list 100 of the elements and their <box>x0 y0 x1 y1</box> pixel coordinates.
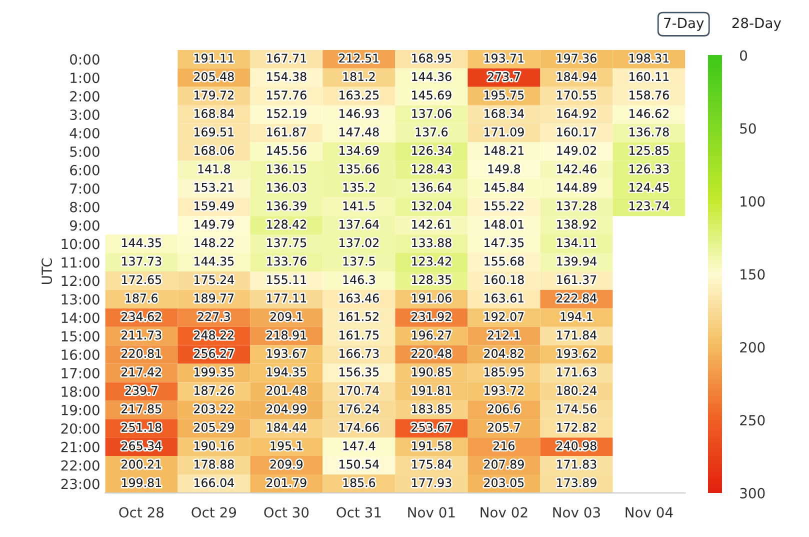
data-label: 193.62 <box>557 349 596 358</box>
data-label: 176.24 <box>340 404 379 414</box>
data-label: 218.91 <box>266 330 306 340</box>
data-label: 142.61 <box>412 220 452 229</box>
color-bar-label: 50 <box>740 123 756 134</box>
data-label: 200.21 <box>122 460 161 469</box>
data-label: 193.71 <box>484 54 524 63</box>
data-label: 137.28 <box>557 201 596 210</box>
x-tick-label: Nov 02 <box>480 507 528 518</box>
data-label: 146.93 <box>340 109 379 118</box>
color-bar-label: 100 <box>740 196 765 207</box>
data-label: 175.24 <box>194 275 234 284</box>
data-label: 209.9 <box>270 460 303 469</box>
y-tick-label: 13:00 <box>62 294 100 305</box>
data-label: 198.31 <box>630 54 669 63</box>
data-label: 149.79 <box>194 220 234 229</box>
data-label: 149.8 <box>488 164 520 174</box>
data-label: 156.35 <box>340 367 379 376</box>
y-tick-label: 7:00 <box>70 183 100 194</box>
data-label: 160.18 <box>484 275 524 284</box>
data-label: 191.58 <box>412 441 452 450</box>
data-label: 205.29 <box>194 422 234 432</box>
data-label: 137.02 <box>340 238 378 248</box>
data-label: 211.73 <box>122 330 162 340</box>
data-label: 187.26 <box>194 386 234 395</box>
data-label: 193.67 <box>267 349 306 358</box>
data-label: 191.11 <box>194 54 234 63</box>
data-label: 222.84 <box>556 294 596 303</box>
data-label: 190.85 <box>412 367 452 376</box>
data-label: 144.35 <box>194 256 234 266</box>
data-label: 152.19 <box>267 109 306 118</box>
data-label: 180.24 <box>557 386 596 395</box>
color-bar-label: 200 <box>740 342 765 353</box>
y-tick-label: 22:00 <box>61 460 100 471</box>
data-label: 174.56 <box>557 404 596 414</box>
x-tick-label: Nov 04 <box>626 507 673 518</box>
data-label: 161.37 <box>557 275 596 284</box>
data-label: 203.22 <box>194 404 234 414</box>
data-label: 154.38 <box>267 72 306 82</box>
data-label: 126.33 <box>630 164 669 174</box>
y-tick-label: 1:00 <box>70 72 100 84</box>
data-label: 168.84 <box>194 109 234 118</box>
data-label: 137.73 <box>122 256 162 266</box>
data-label: 227.3 <box>198 312 230 322</box>
data-label: 136.15 <box>267 164 306 174</box>
data-label: 160.17 <box>557 128 596 136</box>
data-label: 146.62 <box>630 109 668 118</box>
x-tick-label: Nov 01 <box>408 507 455 518</box>
data-label: 161.75 <box>340 330 379 340</box>
data-label: 145.56 <box>267 146 306 155</box>
data-label: 144.89 <box>557 182 596 192</box>
y-tick-label: 3:00 <box>70 110 100 120</box>
data-label: 153.21 <box>194 182 234 192</box>
data-label: 265.34 <box>122 441 162 450</box>
data-label: 155.68 <box>484 256 524 266</box>
data-label: 145.69 <box>412 90 452 100</box>
color-bar-label: 300 <box>740 488 765 498</box>
data-label: 160.11 <box>630 72 669 82</box>
data-label: 209.1 <box>270 312 302 322</box>
data-label: 178.88 <box>194 460 234 469</box>
y-tick-label: 8:00 <box>70 202 100 212</box>
data-label: 144.36 <box>412 72 452 82</box>
data-label: 220.81 <box>122 349 161 358</box>
data-label: 253.67 <box>412 422 452 432</box>
color-bar-label: 250 <box>740 414 765 426</box>
data-label: 168.95 <box>412 54 452 63</box>
data-label: 273.7 <box>488 72 520 82</box>
x-tick-label: Oct 31 <box>336 507 381 518</box>
data-label: 150.54 <box>340 460 379 469</box>
data-label: 145.84 <box>484 182 524 192</box>
data-label: 231.92 <box>412 312 451 322</box>
y-tick-label: 19:00 <box>62 404 100 416</box>
data-label: 185.95 <box>484 367 524 376</box>
y-tick-label: 20:00 <box>61 423 100 434</box>
data-label: 141.8 <box>198 164 230 174</box>
data-label: 171.63 <box>557 367 596 376</box>
y-tick-label: 14:00 <box>62 312 100 324</box>
data-label: 137.75 <box>267 238 306 248</box>
data-label: 163.25 <box>340 90 379 100</box>
data-label: 123.42 <box>412 256 451 266</box>
data-label: 195.1 <box>270 441 302 450</box>
x-tick-label: Oct 29 <box>192 507 236 518</box>
y-axis-title: UTC <box>42 258 52 284</box>
data-label: 133.88 <box>412 238 452 248</box>
data-label: 158.76 <box>630 90 669 100</box>
data-label: 136.39 <box>267 201 306 210</box>
data-label: 194.35 <box>267 367 306 376</box>
data-label: 199.81 <box>122 478 161 488</box>
data-label: 136.03 <box>267 182 306 192</box>
data-label: 141.5 <box>343 201 375 210</box>
data-label: 155.22 <box>484 201 524 210</box>
data-label: 169.51 <box>194 128 234 136</box>
data-label: 170.55 <box>557 90 596 100</box>
data-label: 248.22 <box>194 330 234 340</box>
y-tick-label: 11:00 <box>62 257 100 268</box>
data-label: 175.84 <box>412 460 452 469</box>
data-label: 190.16 <box>194 441 234 450</box>
y-tick-label: 0:00 <box>70 54 100 65</box>
data-label: 172.82 <box>557 422 596 432</box>
y-tick-label: 18:00 <box>62 386 100 397</box>
